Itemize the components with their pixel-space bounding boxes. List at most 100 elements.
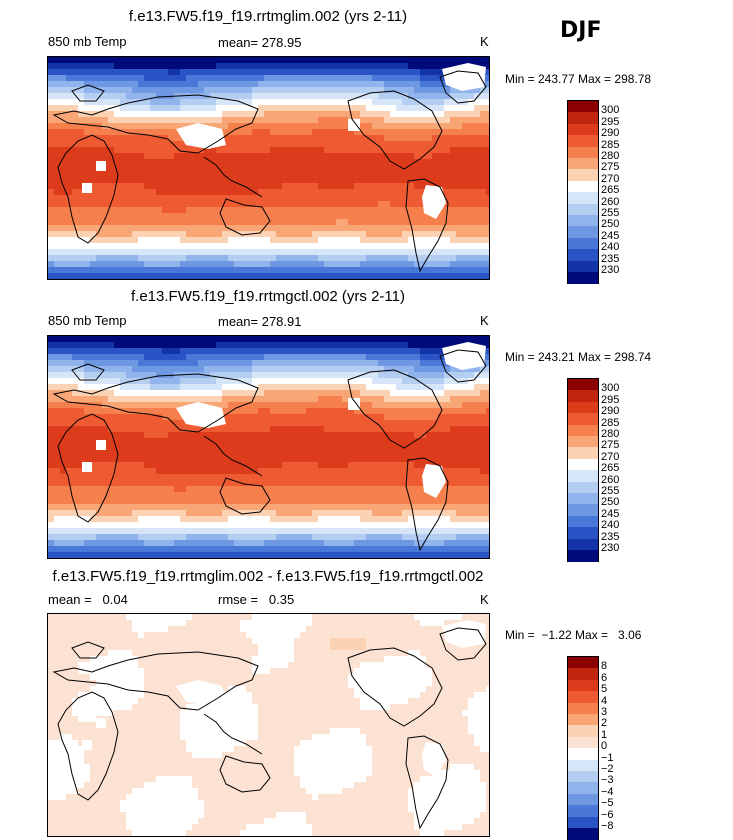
field-cell xyxy=(186,219,193,226)
field-cell xyxy=(384,474,391,481)
field-cell xyxy=(84,219,91,226)
field-cell xyxy=(192,165,199,172)
field-cell xyxy=(354,207,361,214)
field-cell xyxy=(138,123,145,130)
field-cell xyxy=(294,243,301,250)
field-cell xyxy=(444,480,451,487)
field-cell xyxy=(330,267,337,274)
field-cell xyxy=(324,153,331,160)
field-cell xyxy=(384,456,391,463)
field-cell xyxy=(426,171,433,178)
field-cell xyxy=(474,498,481,505)
field-cell xyxy=(204,231,211,238)
field-cell xyxy=(420,342,427,349)
field-cell xyxy=(444,384,451,391)
field-cell xyxy=(402,504,409,511)
field-cell xyxy=(216,267,223,274)
field-cell xyxy=(144,93,151,100)
field-cell xyxy=(120,510,127,517)
field-cell xyxy=(396,141,403,148)
field-cell xyxy=(90,456,97,463)
field-cell xyxy=(138,231,145,238)
field-cell xyxy=(204,396,211,403)
field-cell xyxy=(48,237,55,244)
field-cell xyxy=(102,354,109,361)
field-cell xyxy=(288,117,295,124)
field-cell xyxy=(204,510,211,517)
field-cell xyxy=(342,366,349,373)
field-cell xyxy=(330,117,337,124)
field-cell xyxy=(432,249,439,256)
field-cell xyxy=(84,63,91,70)
field-cell xyxy=(486,498,489,505)
field-cell xyxy=(420,159,427,166)
field-cell xyxy=(114,231,121,238)
field-cell xyxy=(408,69,415,76)
field-cell xyxy=(402,75,409,82)
field-cell xyxy=(126,147,133,154)
field-cell xyxy=(240,378,247,385)
field-cell xyxy=(132,366,139,373)
field-cell xyxy=(318,492,325,499)
field-cell xyxy=(318,141,325,148)
field-cell xyxy=(108,414,115,421)
field-cell xyxy=(384,348,391,355)
field-cell xyxy=(462,117,469,124)
field-cell xyxy=(168,402,175,409)
field-cell xyxy=(126,267,133,274)
field-cell xyxy=(150,105,157,112)
field-cell xyxy=(222,342,229,349)
field-cell xyxy=(114,504,121,511)
field-cell xyxy=(420,171,427,178)
field-cell xyxy=(294,57,301,64)
field-cell xyxy=(78,474,85,481)
field-cell xyxy=(186,444,193,451)
field-cell xyxy=(414,348,421,355)
field-cell xyxy=(258,153,265,160)
field-cell xyxy=(408,201,415,208)
field-cell xyxy=(120,225,127,232)
field-cell xyxy=(276,408,283,415)
field-cell xyxy=(216,360,223,367)
field-cell xyxy=(312,249,319,256)
field-cell xyxy=(216,195,223,202)
field-cell xyxy=(222,249,229,256)
field-cell xyxy=(354,492,361,499)
field-cell xyxy=(462,267,469,274)
field-cell xyxy=(144,135,151,142)
field-cell xyxy=(144,195,151,202)
field-cell xyxy=(48,462,55,469)
field-cell xyxy=(186,384,193,391)
field-cell xyxy=(150,207,157,214)
field-cell xyxy=(276,105,283,112)
field-cell xyxy=(474,456,481,463)
field-cell xyxy=(120,372,127,379)
field-cell xyxy=(246,99,253,106)
field-cell xyxy=(234,468,241,475)
field-cell xyxy=(78,402,85,409)
field-cell xyxy=(318,360,325,367)
field-cell xyxy=(420,444,427,451)
field-cell xyxy=(264,249,271,256)
field-cell xyxy=(372,426,379,433)
field-cell xyxy=(324,426,331,433)
field-cell xyxy=(384,396,391,403)
field-cell xyxy=(72,378,79,385)
field-cell xyxy=(192,462,199,469)
field-cell xyxy=(192,183,199,190)
field-cell xyxy=(48,117,55,124)
field-cell xyxy=(426,219,433,226)
field-cell xyxy=(246,486,253,493)
field-cell xyxy=(360,384,367,391)
field-cell xyxy=(66,231,73,238)
field-cell xyxy=(354,504,361,511)
field-cell xyxy=(210,462,217,469)
field-cell xyxy=(288,396,295,403)
field-cell xyxy=(318,207,325,214)
field-cell xyxy=(258,189,265,196)
field-cell xyxy=(54,249,61,256)
field-cell xyxy=(432,123,439,130)
field-cell xyxy=(456,492,463,499)
field-cell xyxy=(102,219,109,226)
field-cell xyxy=(468,438,475,445)
